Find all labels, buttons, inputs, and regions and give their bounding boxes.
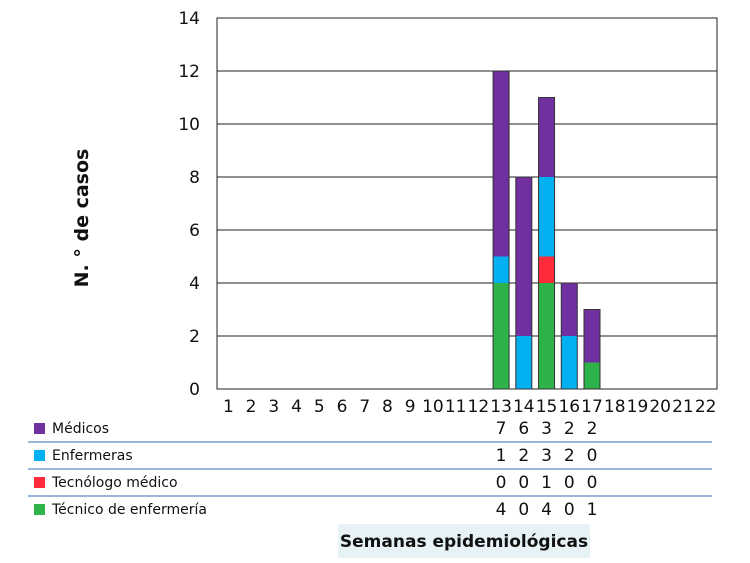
- x-axis-label-box: [338, 524, 590, 558]
- x-tick-label: 18: [604, 397, 626, 417]
- legend-swatch: [34, 504, 45, 515]
- x-tick-label: 7: [359, 397, 370, 417]
- x-tick-label: 20: [649, 397, 671, 417]
- plot-frame: [216, 17, 718, 390]
- bar-segment: [584, 309, 600, 363]
- y-tick-label: 14: [178, 9, 200, 29]
- y-tick-label: 6: [189, 221, 200, 241]
- bar-segment: [538, 256, 555, 283]
- table-value: 0: [518, 500, 529, 520]
- x-tick-label: 4: [291, 397, 302, 417]
- y-axis-label: N. ° de casos: [71, 149, 93, 288]
- x-tick-label: 6: [337, 397, 348, 417]
- bar-segment: [584, 362, 600, 389]
- bar-segment: [515, 177, 532, 336]
- x-axis-label: Semanas epidemiológicas: [340, 532, 588, 552]
- bar-outline: [492, 70, 510, 390]
- x-tick-label: 5: [314, 397, 325, 417]
- x-tick-label: 11: [445, 397, 467, 417]
- legend-label: Técnico de enfermería: [51, 502, 207, 518]
- x-tick-label: 13: [490, 397, 512, 417]
- x-tick-labels: 1 2 3 4 5 6 7 8 9 10 11 12 13 14 15 16 17 18 19 20 21 22: [223, 397, 717, 417]
- table-value: 1: [541, 473, 552, 493]
- legend-label: Enfermeras: [52, 448, 133, 464]
- x-tick-label: 22: [695, 397, 717, 417]
- table-value: 7: [496, 419, 507, 439]
- bar-segment: [493, 256, 510, 283]
- table-value: 3: [541, 419, 552, 439]
- bars: [492, 70, 601, 390]
- table-value: 0: [564, 500, 575, 520]
- x-tick-label: 14: [513, 397, 535, 417]
- table-value: 0: [496, 473, 507, 493]
- table-value: 0: [518, 473, 529, 493]
- x-tick-label: 16: [558, 397, 580, 417]
- bar-segment: [493, 283, 510, 389]
- table-value: 3: [541, 446, 552, 466]
- x-tick-label: 15: [536, 397, 558, 417]
- legend-swatch: [34, 450, 45, 461]
- table-value: 6: [518, 419, 529, 439]
- bar-segment: [538, 283, 555, 389]
- bar-segment: [538, 97, 555, 177]
- grid-lines: [217, 70, 717, 337]
- x-tick-label: 17: [581, 397, 603, 417]
- x-tick-label: 9: [405, 397, 416, 417]
- table-value: 2: [518, 446, 529, 466]
- x-tick-label: 10: [422, 397, 444, 417]
- bar-segment: [561, 283, 578, 336]
- y-tick-labels: 0 2 4 6 8 10 12 14: [178, 9, 200, 400]
- x-tick-label: 2: [246, 397, 257, 417]
- y-tick-label: 8: [189, 168, 200, 188]
- x-tick-label: 21: [672, 397, 694, 417]
- bar-outline: [583, 309, 601, 390]
- x-tick-label: 12: [468, 397, 490, 417]
- bar-segment: [561, 336, 578, 389]
- bar-segment: [493, 71, 510, 257]
- bar-outline: [538, 97, 556, 390]
- table-value: 1: [587, 500, 598, 520]
- table-value: 2: [564, 446, 575, 466]
- x-tick-label: 19: [627, 397, 649, 417]
- x-tick-label: 8: [382, 397, 393, 417]
- y-tick-label: 12: [178, 62, 200, 82]
- table-value: 2: [587, 419, 598, 439]
- bar-outline: [515, 176, 533, 390]
- legend-label: Médicos: [52, 421, 109, 437]
- legend-label: Tecnólogo médico: [51, 475, 178, 491]
- table-value: 0: [587, 446, 598, 466]
- bar-outline: [560, 282, 578, 390]
- y-tick-label: 4: [189, 274, 200, 294]
- bar-segment: [538, 177, 555, 257]
- y-tick-label: 0: [189, 380, 200, 400]
- legend-swatch: [34, 423, 45, 434]
- bar-segment: [515, 336, 532, 389]
- table-value: 0: [587, 473, 598, 493]
- table-value: 2: [564, 419, 575, 439]
- table-value: 0: [564, 473, 575, 493]
- legend-swatch: [34, 477, 45, 488]
- x-tick-label: 3: [268, 397, 279, 417]
- x-tick-label: 1: [223, 397, 234, 417]
- y-tick-label: 2: [189, 327, 200, 347]
- table-value: 4: [541, 500, 552, 520]
- y-tick-label: 10: [178, 115, 200, 135]
- table-value: 4: [496, 500, 507, 520]
- table-value: 1: [496, 446, 507, 466]
